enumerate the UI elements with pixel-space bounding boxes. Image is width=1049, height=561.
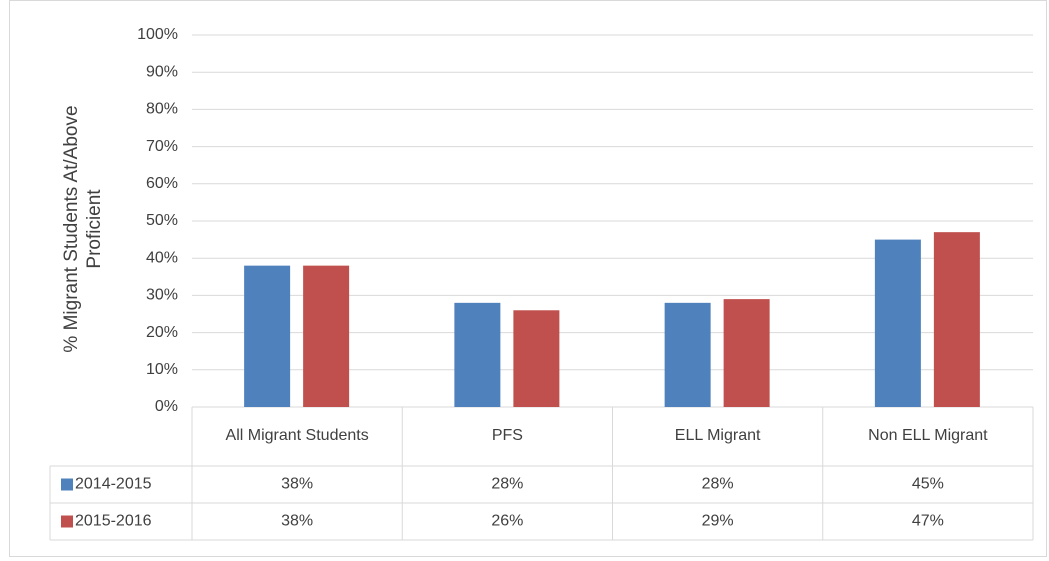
legend-swatch — [61, 478, 73, 491]
legend-label: 2014-2015 — [75, 476, 152, 493]
table-value: 29% — [702, 513, 734, 530]
y-tick-label: 100% — [137, 26, 178, 43]
table-value: 38% — [281, 476, 313, 493]
bar — [664, 302, 711, 407]
table-value: 38% — [281, 513, 313, 530]
table-value: 47% — [912, 513, 944, 530]
bar — [933, 232, 980, 407]
y-tick-label: 90% — [146, 63, 178, 80]
bar — [454, 302, 501, 407]
x-tick-label: All Migrant Students — [225, 427, 369, 444]
y-tick-label: 20% — [146, 324, 178, 341]
y-axis-label: % Migrant Students At/Above Proficient — [61, 105, 105, 353]
bar — [723, 299, 770, 407]
chart-border — [9, 0, 1047, 557]
y-tick-label: 50% — [146, 212, 178, 229]
table-value: 45% — [912, 476, 944, 493]
y-tick-label: 80% — [146, 101, 178, 118]
x-tick-label: ELL Migrant — [674, 427, 761, 444]
bar — [244, 265, 291, 407]
legend-swatch — [61, 515, 73, 528]
table-value: 28% — [491, 476, 523, 493]
x-tick-label: Non ELL Migrant — [868, 427, 988, 444]
bar — [513, 310, 560, 407]
table-value: 28% — [702, 476, 734, 493]
x-tick-label: PFS — [491, 427, 523, 444]
y-tick-label: 40% — [146, 249, 178, 266]
y-tick-label: 10% — [146, 361, 178, 378]
y-tick-label: 0% — [155, 398, 178, 415]
y-tick-label: 30% — [146, 287, 178, 304]
bar — [874, 239, 921, 407]
table-value: 26% — [491, 513, 523, 530]
y-tick-label: 70% — [146, 138, 178, 155]
bar — [303, 265, 350, 407]
y-tick-label: 60% — [146, 175, 178, 192]
legend-label: 2015-2016 — [75, 513, 152, 530]
